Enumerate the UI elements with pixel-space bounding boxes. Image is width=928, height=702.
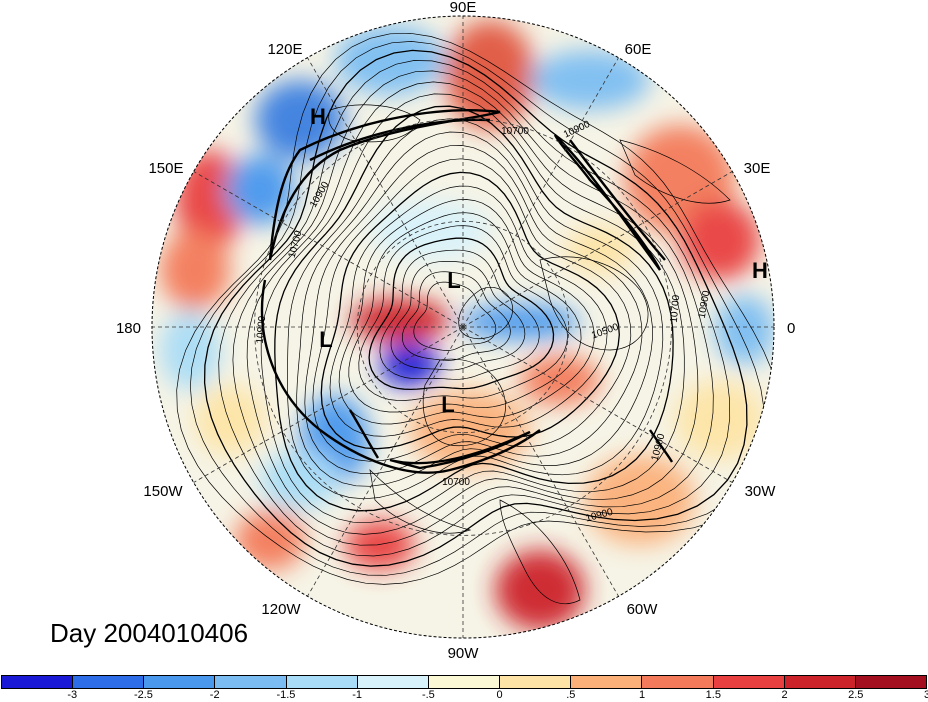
colorbar-swatch (2, 676, 74, 688)
height-contour-line (312, 158, 632, 462)
colorbar-tick-label: -.5 (421, 689, 435, 701)
colorbar-swatch (357, 676, 429, 688)
meridian-line (193, 326, 464, 483)
lon-label-150w: 150W (143, 483, 183, 500)
high-center-marker: H (752, 258, 768, 283)
height-contour-line (379, 249, 540, 380)
graticule (152, 16, 774, 638)
lon-label-0: 0 (787, 320, 795, 337)
height-contour-line (338, 199, 595, 425)
colorbar-swatch (500, 676, 572, 688)
colorbar-tick-label: 2.5 (848, 689, 864, 701)
height-contour-line (203, 49, 748, 567)
height-contour-line (246, 81, 699, 535)
colorbar-swatch (73, 676, 145, 688)
contour-value-label: 10700 (442, 477, 470, 488)
date-annotation: Day 2004010406 (50, 618, 249, 648)
lon-label-120w: 120W (261, 601, 301, 618)
lon-label-120e: 120E (267, 41, 302, 58)
lon-label-60w: 60W (627, 601, 659, 618)
colorbar-tick-label: 0 (496, 689, 503, 701)
latitude-circle (254, 118, 672, 536)
colorbar-swatch (286, 676, 358, 688)
low-center-marker: L (447, 268, 460, 293)
colorbar-tick-label: 1 (639, 689, 646, 701)
lon-label-90w: 90W (448, 645, 480, 662)
map-boundary (151, 15, 775, 639)
colorbar-tick-label: -1.5 (276, 689, 296, 701)
height-contour-line (413, 281, 497, 351)
coastlines (328, 104, 731, 605)
height-contour-line (176, 32, 774, 585)
lon-label-60e: 60E (625, 41, 652, 58)
height-contour-line (329, 185, 608, 437)
meridian-line (307, 326, 464, 597)
colorbar-tick-label: 2 (781, 689, 788, 701)
height-contour-line (218, 60, 731, 557)
height-contour-line (189, 41, 765, 576)
colorbar-tick-label: 1.5 (705, 689, 721, 701)
contour-value-label: 10900 (255, 315, 268, 344)
height-contour-line (296, 131, 653, 487)
colorbar-swatch (571, 676, 643, 688)
height-contour-line (358, 225, 568, 401)
colorbar-swatch (784, 676, 856, 688)
lon-label-180: 180 (116, 320, 141, 337)
colorbar-swatch (855, 676, 927, 688)
lon-label-90e: 90E (450, 0, 477, 16)
colorbar-tick-label: .5 (566, 689, 576, 701)
contour-value-label: 10900 (697, 289, 713, 319)
colorbar-tick-labels: -3 -2.5 -2 -1.5 -1 -.5 0 .5 1 1.5 2 2.5 3 (1, 689, 928, 702)
contour-value-label: 10700 (669, 294, 682, 323)
colorbar-swatch (144, 676, 216, 688)
low-center-marker: L (441, 392, 454, 417)
colorbar-tick-label: -2.5 (133, 689, 153, 701)
contour-value-label: 10700 (501, 126, 529, 137)
meridian-line (193, 171, 464, 328)
meridian-line (462, 326, 733, 483)
high-center-marker: H (310, 104, 326, 129)
height-contour-line (232, 70, 714, 546)
lon-label-30w: 30W (745, 483, 777, 500)
meridian-line (462, 171, 733, 328)
height-contour-line (401, 271, 511, 361)
height-contour-line (274, 105, 674, 512)
height-contour-line (368, 237, 555, 391)
colorbar-swatch (215, 676, 287, 688)
height-contour-line (320, 171, 620, 450)
colorbar-tick-label: -3 (67, 689, 78, 701)
latitude-circle (356, 220, 570, 434)
jet-stream-contours (260, 109, 674, 474)
lon-label-150e: 150E (148, 160, 183, 177)
low-center-marker: L (319, 327, 332, 352)
meridian-line (462, 57, 619, 328)
meridian-line (307, 57, 464, 328)
height-contour-line (348, 212, 582, 413)
colorbar-tick-label: -1 (352, 689, 363, 701)
colorbar-swatch (642, 676, 714, 688)
height-contour-line (390, 260, 526, 371)
colorbar-swatch (428, 676, 501, 688)
lon-label-30e: 30E (744, 160, 771, 177)
colorbar-tick-label: -2 (209, 689, 220, 701)
colorbar-swatch (713, 676, 785, 688)
meridian-line (462, 326, 619, 597)
colorbar (1, 675, 927, 689)
colorbar-tick-label: 3 (923, 689, 928, 701)
